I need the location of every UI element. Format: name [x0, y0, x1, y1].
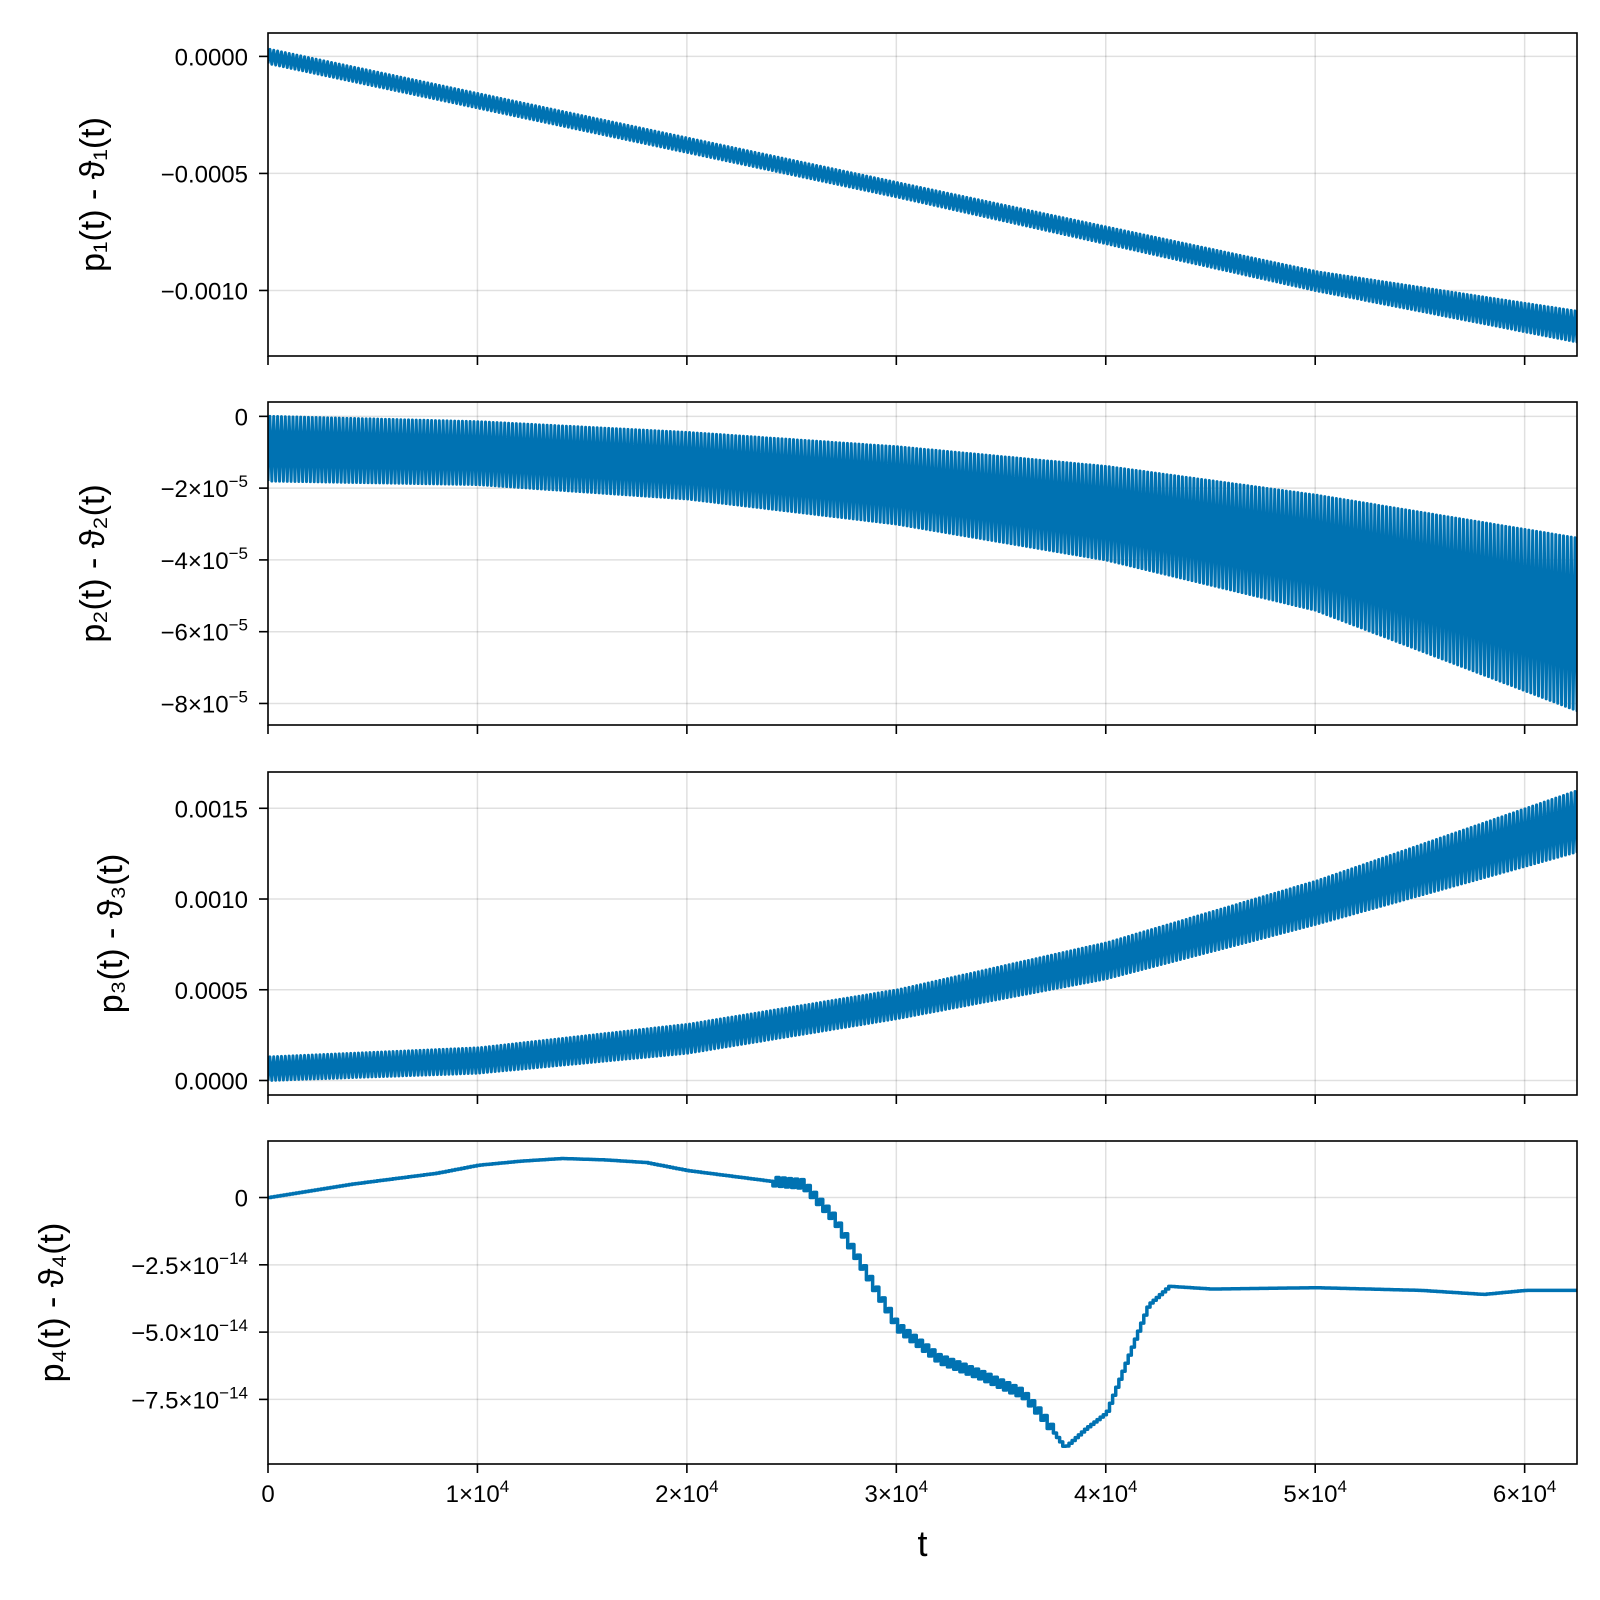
plot-area — [268, 47, 1577, 344]
y-tick-label: −0.0010 — [161, 278, 248, 305]
y-tick-label: −5.0×10−14 — [131, 1316, 248, 1347]
y-tick-label: −6×10−5 — [161, 616, 248, 647]
panel-1: 0.0000 −0.0005 −0.0010 p₁(t) - ϑ₁(t) — [74, 32, 1578, 365]
y-tick-label: 0.0015 — [175, 796, 248, 823]
plot-area — [268, 789, 1577, 1082]
plot-area — [268, 1156, 1577, 1449]
y-tick-label: −0.0005 — [161, 161, 248, 188]
y-tick-label: −4×10−5 — [161, 544, 248, 575]
x-tick-label: 1×104 — [446, 1477, 510, 1508]
x-tick-label: 4×104 — [1074, 1477, 1138, 1508]
x-tick-label: 5×104 — [1283, 1477, 1347, 1508]
y-tick-label: 0.0005 — [175, 978, 248, 1005]
x-tick-label: 2×104 — [655, 1477, 719, 1508]
x-tick-label: 6×104 — [1493, 1477, 1557, 1508]
y-tick-label: −2.5×10−14 — [131, 1249, 248, 1280]
y-tick-label: 0.0010 — [175, 887, 248, 914]
x-tick-label: 0 — [261, 1481, 274, 1508]
y-tick-label: −8×10−5 — [161, 687, 248, 718]
series-line — [268, 789, 1577, 1082]
series-line — [268, 414, 1577, 713]
panel-3: 0.0015 0.0010 0.0005 0.0000 p₃(t) - ϑ₃(t) — [92, 771, 1578, 1104]
axis-frame — [267, 1140, 1578, 1465]
y-axis-title: p₁(t) - ϑ₁(t) — [74, 117, 112, 272]
y-tick-label: 0 — [235, 404, 248, 431]
y-axis-title: p₄(t) - ϑ₄(t) — [33, 1223, 71, 1383]
panel-4: 0 −2.5×10−14 −5.0×10−14 −7.5×10−14 p₄(t) - ϑ… — [33, 1140, 1578, 1564]
panel-2: 0 −2×10−5 −4×10−5 −6×10−5 −8×10−5 p₂(t) - ϑ₂(… — [74, 401, 1578, 734]
y-tick-label: 0 — [235, 1186, 248, 1213]
y-tick-label: 0.0000 — [175, 1068, 248, 1095]
y-tick-label: −2×10−5 — [161, 472, 248, 503]
series-line — [268, 47, 1577, 344]
axis-frame — [267, 401, 1578, 726]
axis-frame — [267, 32, 1578, 357]
plot-area — [268, 414, 1577, 713]
x-axis-title: t — [917, 1523, 927, 1564]
axis-frame — [267, 771, 1578, 1096]
y-axis-title: p₂(t) - ϑ₂(t) — [74, 484, 112, 642]
series-line — [268, 1156, 1577, 1449]
y-axis-title: p₃(t) - ϑ₃(t) — [92, 854, 130, 1014]
y-tick-label: 0.0000 — [175, 44, 248, 71]
y-tick-label: −7.5×10−14 — [131, 1383, 248, 1414]
x-tick-label: 3×104 — [865, 1477, 929, 1508]
